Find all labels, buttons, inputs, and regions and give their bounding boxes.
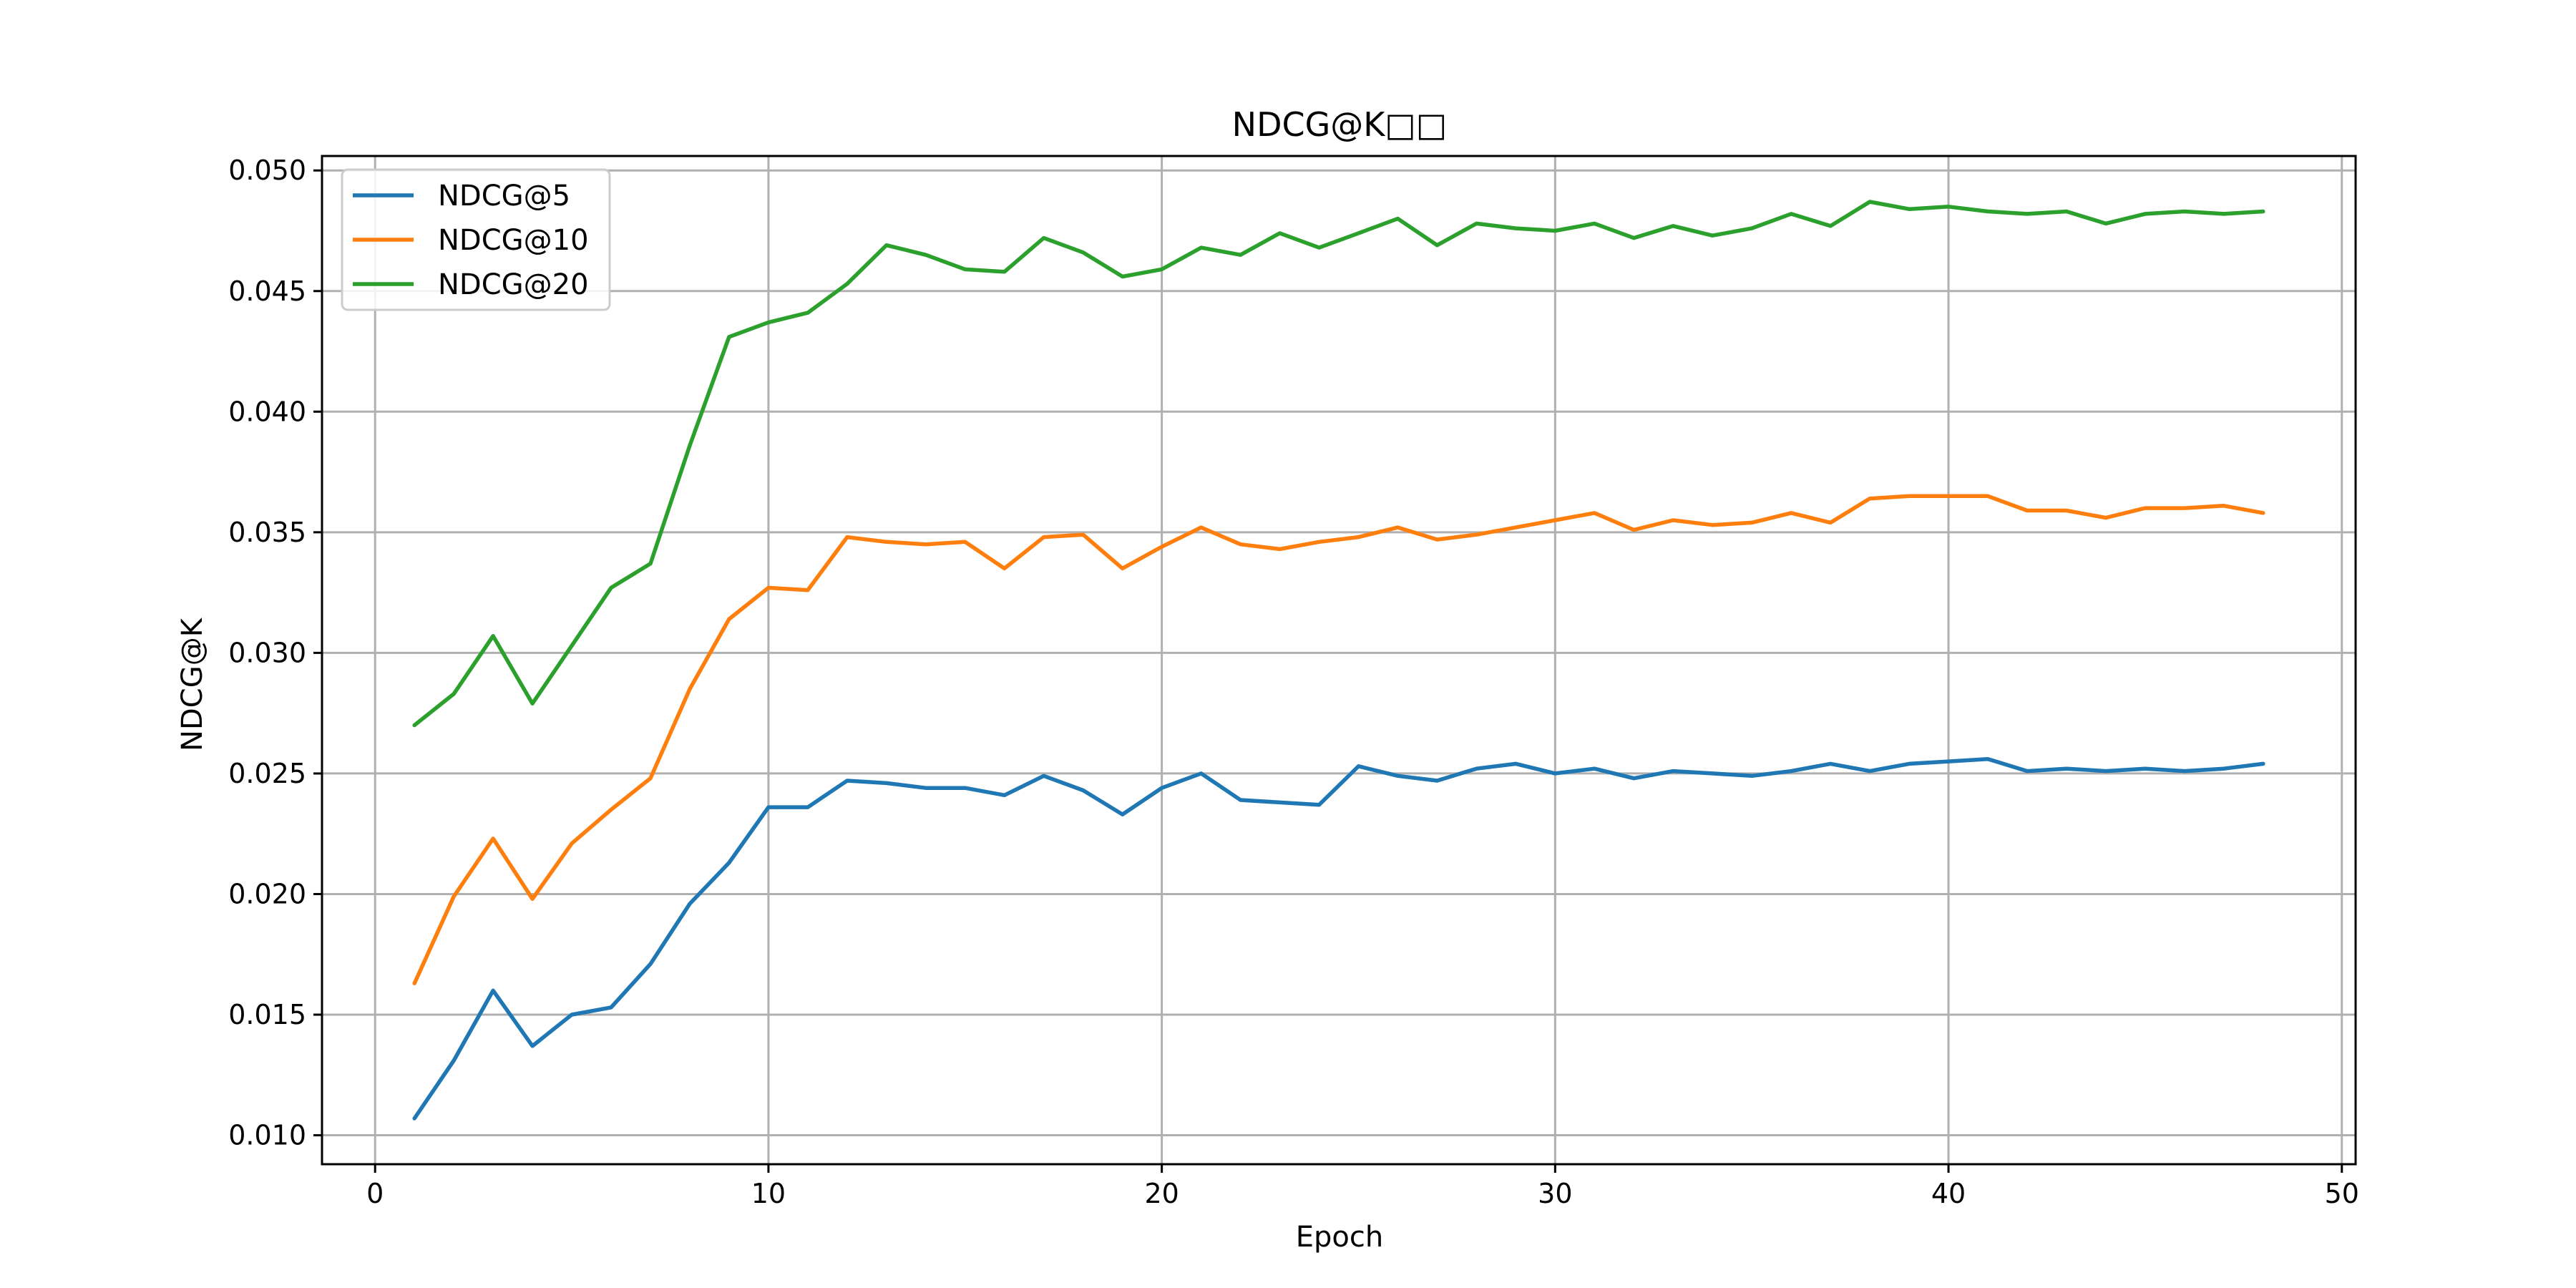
x-axis-label: Epoch [1296,1221,1383,1254]
y-tick-label: 0.035 [228,517,306,548]
x-tick-label: 50 [2325,1178,2359,1209]
grid-lines [322,156,2356,1164]
x-tick-label: 40 [1931,1178,1966,1209]
x-tick-label: 0 [366,1178,384,1209]
y-tick-label: 0.045 [228,275,306,307]
legend-label-ndcg-10: NDCG@10 [438,224,589,257]
y-tick-label: 0.050 [228,155,306,186]
legend-label-ndcg-20: NDCG@20 [438,268,589,301]
x-tick-label: 30 [1538,1178,1572,1209]
series-line-ndcg-5 [412,756,2265,1121]
legend-box [341,168,611,311]
y-axis-label: NDCG@K [176,617,209,751]
y-tick-label: 0.010 [228,1120,306,1151]
y-tick-label: 0.020 [228,878,306,909]
y-tick-label: 0.040 [228,396,306,427]
legend: NDCG@5 NDCG@10 NDCG@20 [341,168,611,311]
series-line-ndcg-20 [412,200,2265,728]
legend-label-ndcg-5: NDCG@5 [438,180,570,213]
x-tick-label: 10 [751,1178,786,1209]
x-tick-label: 20 [1144,1178,1179,1209]
y-tick-label: 0.015 [228,999,306,1030]
series-line-ndcg-10 [412,494,2265,985]
axis-ticks: 0 10 20 30 40 50 0.010 0.015 0.020 0.025 0.030 0.03… [228,155,2359,1209]
series-lines [412,200,2265,1121]
y-tick-label: 0.025 [228,758,306,789]
plot-area-frame [321,155,2357,1166]
y-tick-label: 0.030 [228,637,306,668]
chart-title: NDCG@K□□ [1232,105,1448,144]
